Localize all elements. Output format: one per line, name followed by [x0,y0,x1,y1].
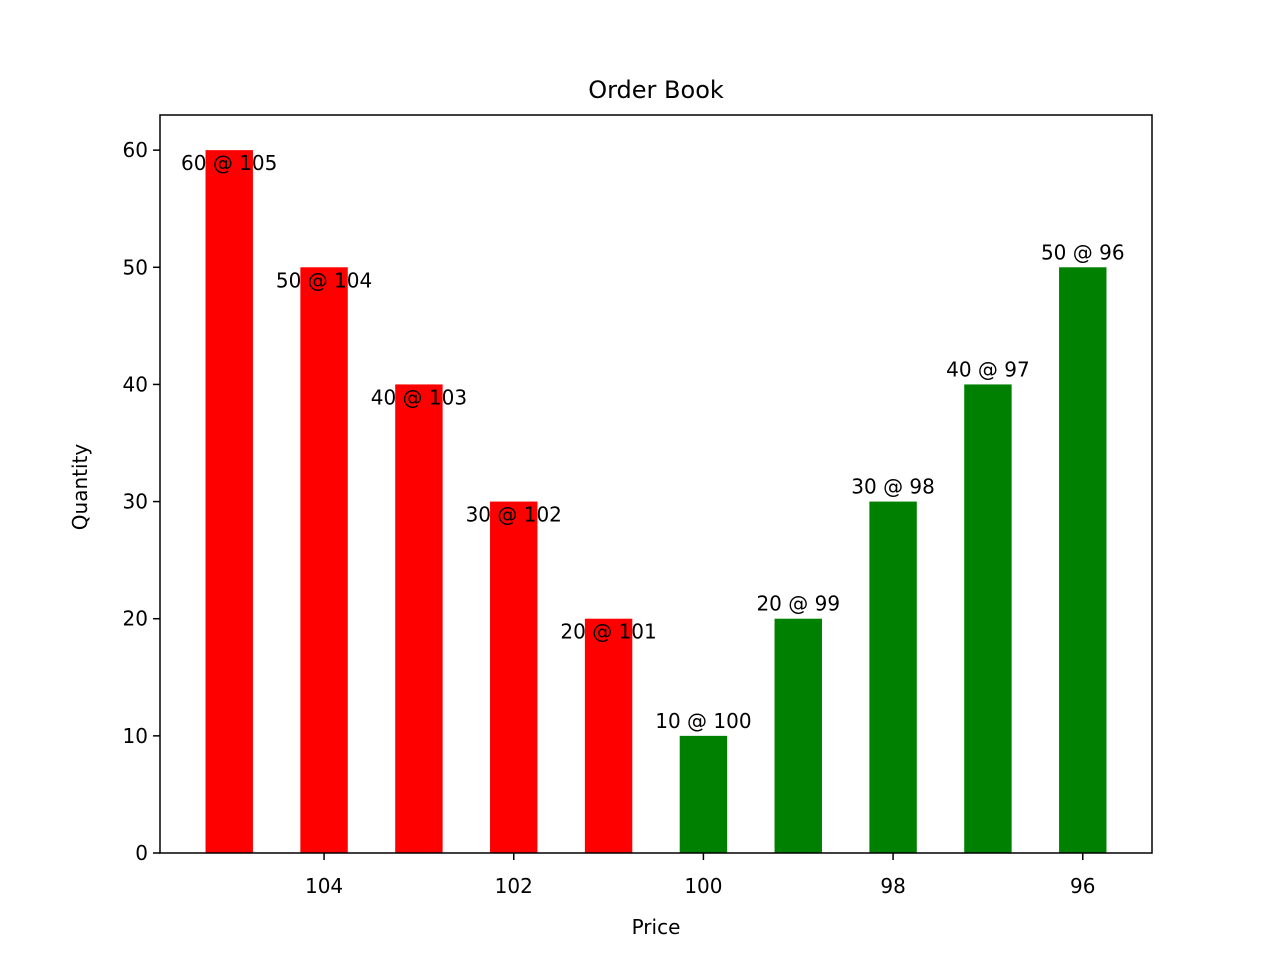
plot-frame [159,114,1153,854]
data-label: 50 @ 104 [276,268,372,292]
bar [869,501,917,853]
data-label: 40 @ 97 [946,357,1030,381]
data-label: 40 @ 103 [371,385,467,409]
x-tick-label: 102 [495,874,533,898]
chart-title: Order Book [588,76,724,104]
data-label: 20 @ 101 [560,620,656,644]
y-axis-label: Quantity [68,444,92,531]
y-tick-label: 60 [123,138,148,162]
bar [490,501,538,853]
bar [584,618,633,853]
y-tick-label: 30 [123,490,148,514]
bar [1059,267,1107,853]
x-tick-label: 104 [305,874,343,898]
bar [300,267,348,853]
x-tick-label: 96 [1070,874,1095,898]
y-tick-label: 20 [123,607,148,631]
data-label: 30 @ 98 [851,475,935,499]
bar [774,618,822,853]
bar [205,150,253,854]
data-label: 50 @ 96 [1041,240,1125,264]
y-tick-label: 0 [135,841,148,865]
data-label: 60 @ 105 [181,151,277,175]
bar [964,384,1012,853]
bar [395,384,443,853]
y-tick-label: 50 [123,255,148,279]
x-tick-label: 98 [880,874,905,898]
data-label: 30 @ 102 [466,503,562,527]
bar [679,735,728,853]
y-tick-label: 10 [123,724,148,748]
x-axis-label: Price [632,915,681,939]
data-label: 10 @ 100 [655,709,751,733]
y-tick-label: 40 [123,372,148,396]
x-tick-label: 100 [684,874,722,898]
data-label: 20 @ 99 [756,592,840,616]
